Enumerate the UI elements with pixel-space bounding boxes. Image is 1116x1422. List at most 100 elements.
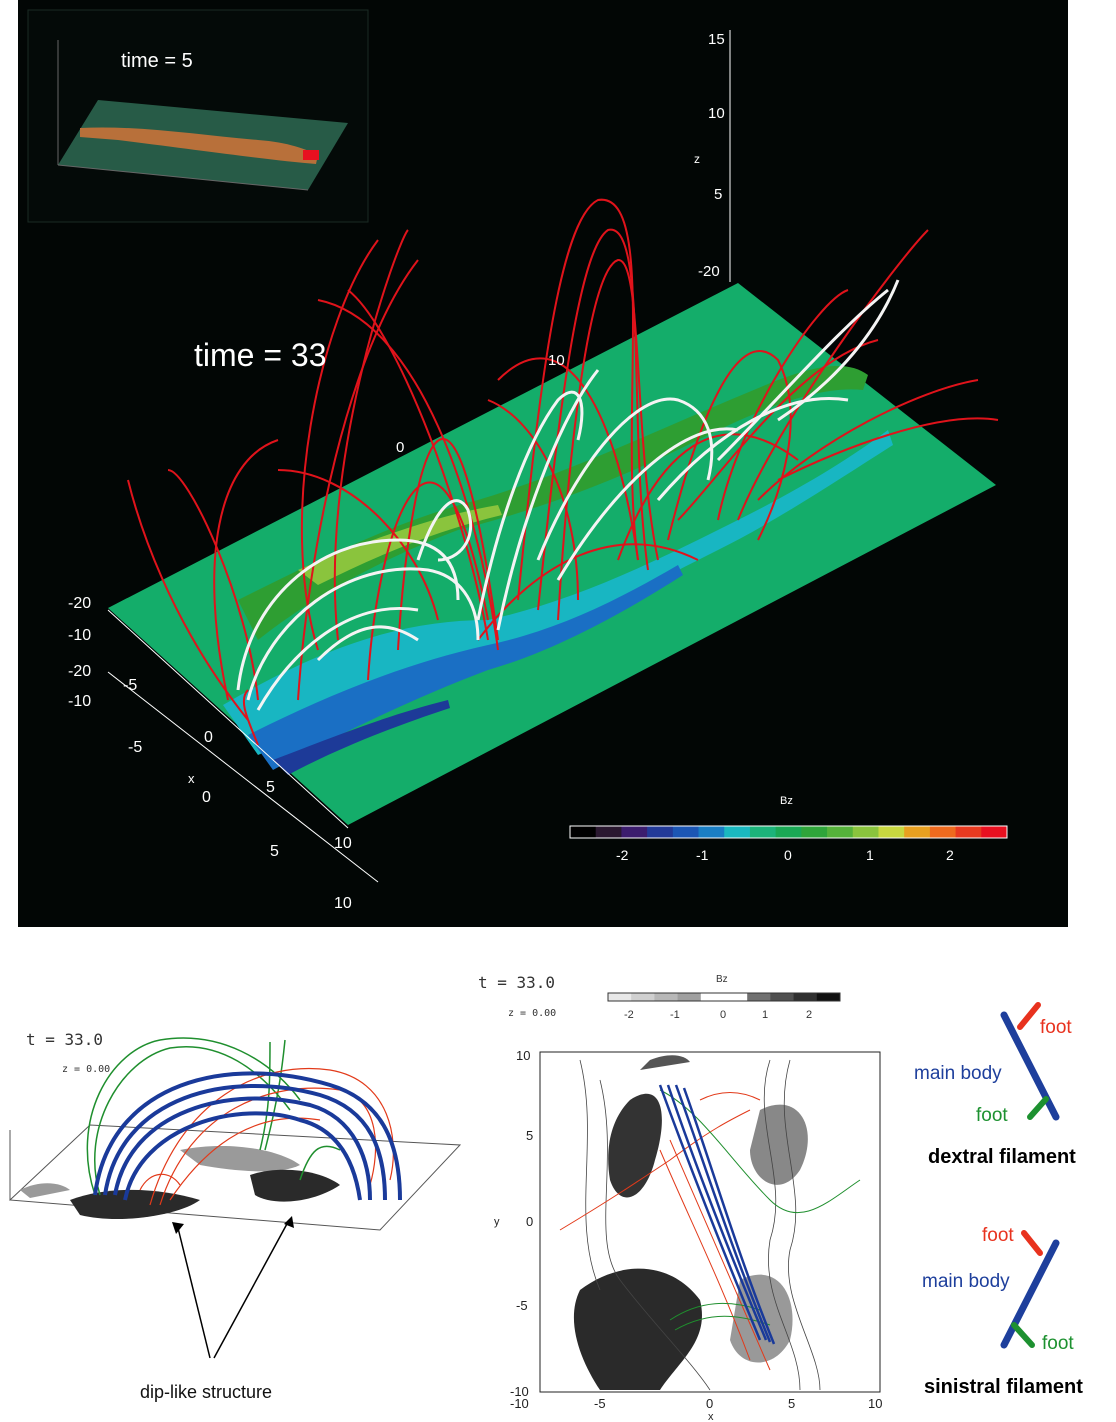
- x-tick-label: 5: [266, 779, 275, 796]
- br-z-label: z = 0.00: [508, 1008, 556, 1019]
- sinistral-main-body-bar: [1000, 1239, 1060, 1349]
- z-tick-label: 15: [708, 31, 725, 48]
- bl-field-line-blue: [103, 1084, 387, 1201]
- field-line-red: [297, 259, 419, 701]
- bl-field-line-blue: [113, 1096, 372, 1201]
- dextral-foot-top-label: foot: [1040, 1017, 1072, 1038]
- colorbar-tick-label: 0: [784, 847, 792, 863]
- colorbar-cell: [904, 826, 931, 838]
- br-colorbar-cell: [770, 993, 795, 1001]
- br-bz-dark: [640, 1055, 690, 1070]
- colorbar-tick-label: 1: [866, 847, 874, 863]
- bl-bz-dark-patch: [250, 1169, 340, 1202]
- bz-colorbar: Bz -2 -1 0 1 2: [569, 795, 1008, 863]
- bl-bz-gray-patch: [20, 1183, 70, 1198]
- br-x-tick: 10: [868, 1396, 882, 1411]
- sinistral-foot-top-label: foot: [982, 1225, 1014, 1246]
- field-line-red: [317, 299, 499, 651]
- bl-z-label: z = 0.00: [62, 1064, 110, 1075]
- field-line-red: [667, 350, 792, 541]
- colorbar-cell: [749, 826, 777, 838]
- br-colorbar-cell: [793, 993, 818, 1001]
- sinistral-main-body-label: main body: [922, 1271, 1010, 1292]
- colorbar-cell: [801, 826, 828, 838]
- field-line-red: [617, 433, 799, 561]
- br-x-axis-label: x: [708, 1411, 714, 1422]
- br-field-line-red: [669, 1139, 771, 1371]
- bz-contour-blue: [248, 565, 683, 770]
- z-tick-label: -20: [698, 263, 720, 280]
- field-line-white: [416, 499, 473, 562]
- br-bz-dark: [573, 1268, 702, 1390]
- colorbar-tick-label: -2: [616, 847, 629, 863]
- z-axis-title: z: [694, 152, 700, 166]
- sinistral-title: sinistral filament: [924, 1376, 1083, 1398]
- br-field-line-blue: [666, 1084, 768, 1341]
- x-tick-label: -5: [128, 739, 142, 756]
- bl-annotation: dip-like structure: [140, 1382, 272, 1402]
- colorbar-cell: [724, 826, 751, 838]
- br-red-lines: [559, 1092, 771, 1371]
- br-x-tick: 5: [788, 1396, 795, 1411]
- br-field-line-red: [559, 1109, 751, 1231]
- br-colorbar-cell: [700, 993, 725, 1001]
- br-y-tick: 5: [526, 1128, 533, 1143]
- colorbar-cell: [827, 826, 854, 838]
- bl-arrow: [177, 1227, 211, 1359]
- colorbar-tick-label: 2: [946, 847, 954, 863]
- sinistral-foot-red-bar: [1021, 1230, 1043, 1256]
- bl-arrow: [213, 1221, 289, 1359]
- plane-tick-label: 10: [548, 352, 565, 369]
- dextral-foot-bottom-label: foot: [976, 1105, 1008, 1126]
- dextral-main-body-label: main body: [914, 1063, 1002, 1084]
- colorbar-cell: [929, 826, 957, 838]
- bl-field-line-green: [259, 1041, 271, 1151]
- field-line-red: [487, 399, 579, 601]
- top-3d-panel: time = 5: [18, 0, 1068, 927]
- x-axis-title: x: [188, 771, 195, 786]
- inset-filament: [80, 127, 318, 164]
- bottom-right-map: t = 33.0 z = 0.00 Bz -2 -1 0 1 2: [478, 973, 882, 1422]
- bl-field-line-red: [149, 1067, 394, 1206]
- field-line-white: [496, 369, 600, 631]
- br-contour-line: [783, 1059, 821, 1391]
- br-field-line-green: [669, 1302, 761, 1321]
- colorbar-cell: [647, 826, 674, 838]
- br-field-line-green: [674, 1315, 771, 1331]
- colorbar-cells: [570, 826, 1008, 838]
- white-field-lines: [236, 279, 900, 711]
- field-line-white: [236, 538, 460, 691]
- inset-time-5: time = 5: [27, 9, 369, 223]
- bl-field-line-green: [299, 1145, 341, 1181]
- dextral-title: dextral filament: [928, 1146, 1076, 1168]
- br-time-label: t = 33.0: [478, 973, 555, 992]
- x-tick-label: 0: [202, 789, 211, 806]
- field-line-white: [316, 625, 419, 662]
- x-tick-label: 10: [334, 835, 352, 852]
- br-colorbar-tick: 2: [806, 1009, 812, 1021]
- colorbar-tick-label: -1: [696, 847, 709, 863]
- z-tick-label: 10: [708, 105, 725, 122]
- br-field-line-red: [659, 1149, 751, 1361]
- bl-arrowhead: [172, 1222, 184, 1234]
- main-time-label: time = 33: [194, 337, 327, 373]
- colorbar-title: Bz: [780, 795, 793, 807]
- x-tick-label: 10: [334, 895, 352, 912]
- bl-field-line-green: [86, 1037, 301, 1196]
- colorbar-cell: [621, 826, 648, 838]
- x-tick-label: 5: [270, 843, 279, 860]
- x-tick-label: -20: [68, 595, 91, 612]
- br-colorbar-frame: [607, 992, 841, 1002]
- field-line-red: [497, 357, 639, 561]
- br-field-line-red: [699, 1092, 761, 1101]
- br-colorbar-cell: [747, 993, 771, 1001]
- br-colorbar-tick: -2: [624, 1009, 634, 1021]
- field-line-red: [367, 481, 489, 681]
- colorbar-cell: [595, 826, 622, 838]
- colorbar-cell: [955, 826, 982, 838]
- bz-contour-green: [238, 365, 868, 640]
- field-line-white: [656, 397, 849, 501]
- br-colorbar: [608, 993, 841, 1001]
- dextral-foot-green-bar: [1027, 1096, 1049, 1120]
- br-colorbar-cell: [631, 993, 655, 1001]
